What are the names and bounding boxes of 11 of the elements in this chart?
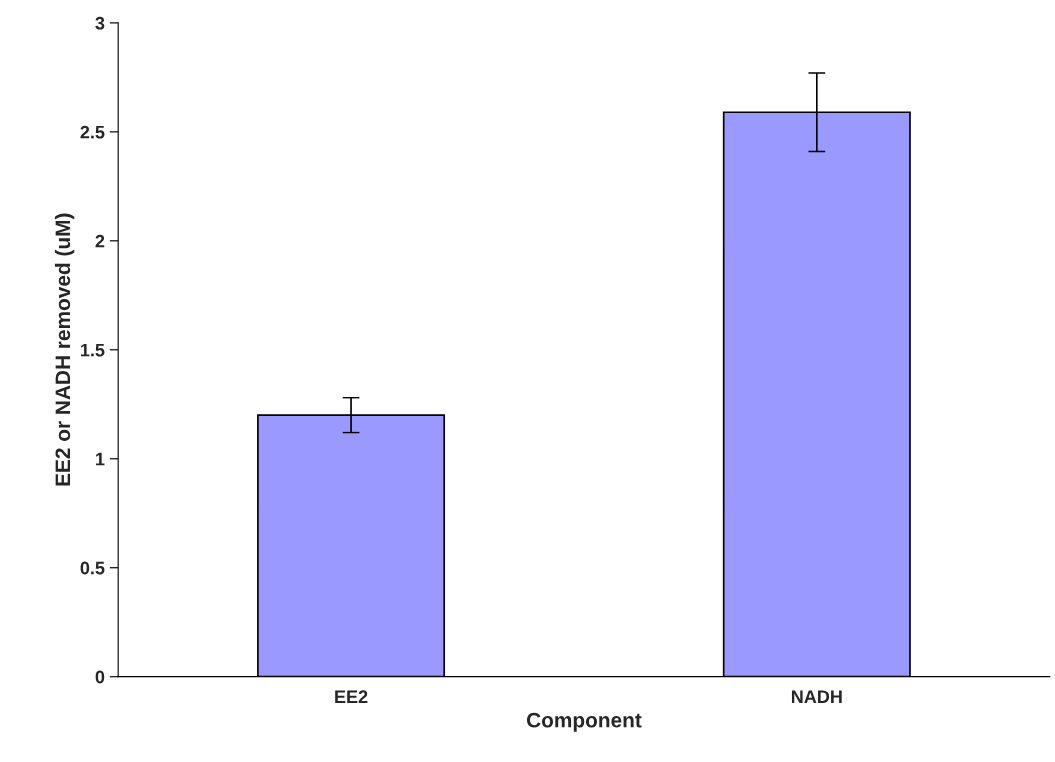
y-tick-label: 3 [95, 16, 105, 30]
y-tick-label: 0 [95, 670, 105, 684]
y-tick-label: 1 [96, 452, 105, 466]
y-axis-title: EE2 or NADH removed (uM) [54, 213, 75, 486]
y-tick-label: 2 [95, 234, 105, 248]
y-tick-label: 2.5 [80, 125, 105, 139]
y-tick-label: 0.5 [80, 561, 105, 575]
x-axis-title: Component [526, 712, 642, 732]
x-tick-label: EE2 [335, 690, 368, 703]
x-tick-label: NADH [791, 690, 842, 703]
y-tick-label: 1.5 [81, 343, 105, 357]
